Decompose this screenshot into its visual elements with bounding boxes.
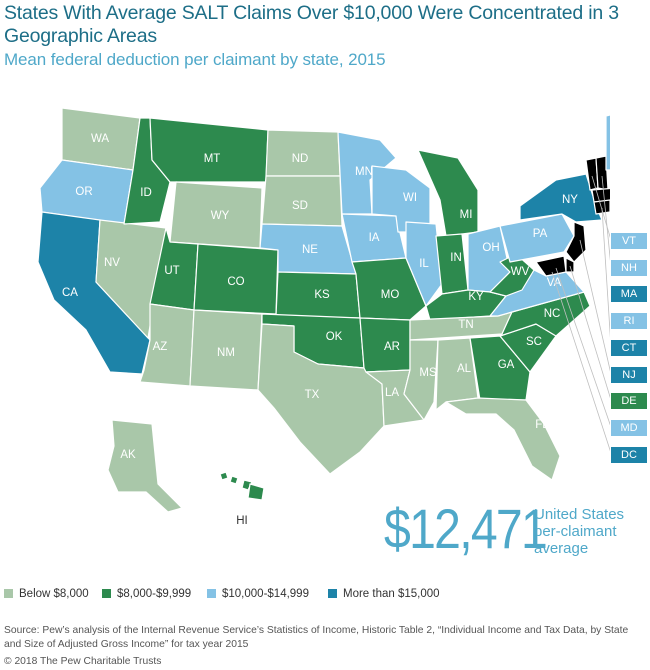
label-MN: MN: [355, 166, 373, 178]
copyright-note: © 2018 The Pew Charitable Trusts: [4, 656, 162, 667]
label-SD: SD: [292, 200, 308, 212]
callout-ct: CT: [611, 339, 647, 356]
label-NC: NC: [544, 308, 561, 320]
state-FL: [445, 397, 561, 481]
legend-label: Below $8,000: [19, 588, 89, 600]
label-PA: PA: [533, 228, 548, 240]
state-ME: [605, 114, 610, 171]
callout-nh: NH: [611, 259, 647, 276]
legend-swatch: [207, 589, 216, 598]
state-MD: [535, 255, 567, 277]
label-TX: TX: [305, 389, 320, 401]
legend-label: $8,000-$9,999: [117, 588, 192, 600]
state-NC: [499, 291, 591, 337]
callout-vt: VT: [611, 233, 647, 249]
label-KY: KY: [468, 291, 484, 303]
label-NE: NE: [302, 244, 318, 256]
legend-swatch: [4, 589, 13, 598]
label-AR: AR: [384, 341, 400, 353]
label-GA: GA: [498, 359, 515, 371]
legend: Below $8,000 $8,000-$9,999 $10,000-$14,9…: [0, 587, 650, 605]
chart-subtitle: Mean federal deduction per claimant by s…: [4, 50, 386, 69]
label-VA: VA: [547, 277, 562, 289]
label-OR: OR: [75, 186, 92, 198]
label-OH: OH: [482, 242, 499, 254]
callout-ma: MA: [611, 286, 647, 303]
label-AL: AL: [457, 363, 472, 375]
state-NY: [519, 173, 603, 223]
us-average-caption: United States per-claimant average: [534, 506, 625, 557]
callout-dc: DC: [611, 446, 647, 463]
label-IL: IL: [419, 258, 429, 270]
legend-item-below-8000: Below $8,000: [4, 587, 89, 601]
state-GA: [469, 335, 531, 401]
us-average-value: $12,471: [384, 497, 548, 560]
label-MS: MS: [419, 367, 437, 379]
label-UT: UT: [164, 265, 179, 277]
label-OK: OK: [326, 331, 343, 343]
legend-label: $10,000-$14,999: [222, 588, 309, 600]
source-note: Source: Pew’s analysis of the Internal R…: [4, 625, 629, 650]
legend-swatch: [328, 589, 337, 598]
label-KS: KS: [314, 289, 330, 301]
label-WY: WY: [211, 210, 230, 222]
label-WI: WI: [403, 192, 417, 204]
label-NM: NM: [217, 347, 235, 359]
label-WA: WA: [91, 133, 109, 145]
state-HI: [219, 471, 265, 501]
label-NV: NV: [104, 257, 120, 269]
legend-label: More than $15,000: [343, 588, 440, 600]
us-state-map: WA OR CA NV ID MT WY UT AZ CO NM ND SD N…: [37, 107, 610, 526]
state-IL: [405, 221, 443, 307]
callout-ri: RI: [611, 313, 647, 330]
legend-item-10000-14999: $10,000-$14,999: [207, 587, 309, 601]
label-MO: MO: [381, 289, 400, 301]
legend-swatch: [102, 589, 111, 598]
legend-item-more-15000: More than $15,000: [328, 587, 440, 601]
callout-leaders: [551, 175, 610, 452]
label-ND: ND: [292, 153, 309, 165]
label-LA: LA: [385, 387, 399, 399]
label-HI: HI: [236, 515, 248, 526]
label-IA: IA: [369, 232, 380, 244]
label-CO: CO: [227, 276, 244, 288]
callout-de: DE: [611, 393, 647, 410]
legend-item-8000-9999: $8,000-$9,999: [102, 587, 191, 601]
chart-title: States With Average SALT Claims Over $10…: [4, 2, 619, 47]
label-IN: IN: [450, 252, 462, 264]
label-MI: MI: [460, 209, 473, 221]
label-NY: NY: [562, 194, 578, 206]
callout-nj: NJ: [611, 366, 647, 383]
label-TN: TN: [458, 319, 473, 331]
callout-md: MD: [611, 419, 647, 436]
label-CA: CA: [62, 287, 78, 299]
label-AZ: AZ: [153, 341, 168, 353]
state-AK: [107, 419, 183, 513]
state-IN: [435, 233, 469, 295]
label-MT: MT: [204, 153, 221, 165]
label-FL: FL: [535, 419, 549, 431]
label-SC: SC: [526, 336, 542, 348]
label-AK: AK: [120, 449, 136, 461]
label-ID: ID: [140, 187, 152, 199]
label-WV: WV: [511, 266, 530, 278]
state-MT: [149, 117, 269, 183]
